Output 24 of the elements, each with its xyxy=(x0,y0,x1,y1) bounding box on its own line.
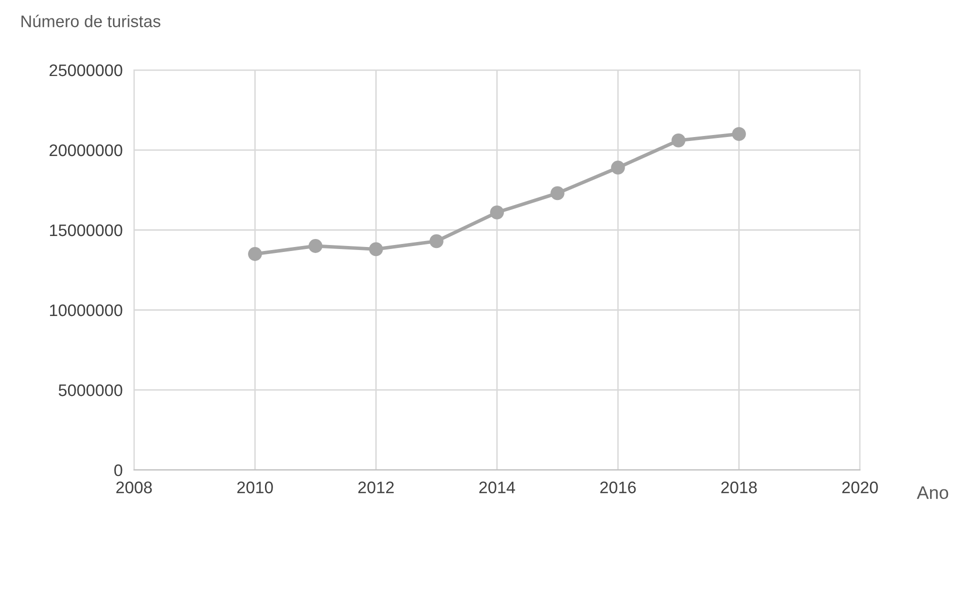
point xyxy=(490,205,504,220)
point xyxy=(550,186,564,200)
y-axis-title: Número de turistas xyxy=(22,14,160,28)
x-tick-label: 2012 xyxy=(358,482,394,494)
y-tick-label: 0 xyxy=(114,464,122,476)
point xyxy=(611,160,625,175)
x-tick-label: 2020 xyxy=(842,482,878,494)
x-axis-title: Ano xyxy=(916,486,948,500)
x-tick-label: 2018 xyxy=(721,482,757,494)
x-tick-label: 2014 xyxy=(479,482,516,494)
point xyxy=(672,133,686,148)
x-tick-label: 2008 xyxy=(116,482,152,494)
point xyxy=(732,127,746,141)
x-tick-label: 2016 xyxy=(600,482,636,494)
x-tick-label: 2010 xyxy=(237,482,273,494)
point xyxy=(369,242,383,256)
y-tick-label: 5000000 xyxy=(58,384,122,396)
y-tick-label: 15000000 xyxy=(50,224,122,236)
point xyxy=(248,247,262,261)
point xyxy=(308,239,322,253)
y-tick-label: 20000000 xyxy=(50,144,122,156)
y-tick-label: 10000000 xyxy=(50,304,122,316)
y-tick-label: 25000000 xyxy=(50,64,122,76)
point xyxy=(430,234,444,248)
